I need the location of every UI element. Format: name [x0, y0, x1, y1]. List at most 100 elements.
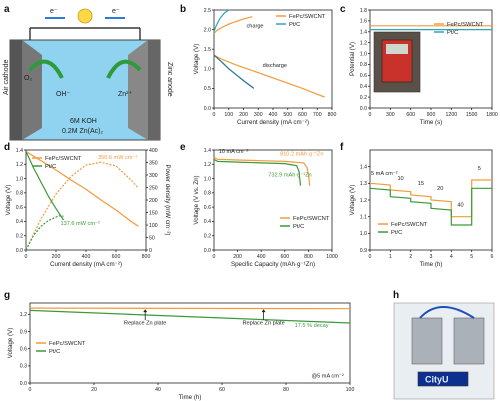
y-tick-label: 0.0 [16, 248, 23, 254]
power-line-ptc [26, 216, 64, 250]
x-tick-label: 4 [450, 254, 453, 260]
y2-axis-label: Power density (mW cm⁻²) [164, 165, 171, 236]
annotation-current-step: 15 [418, 181, 424, 187]
y-tick-label: 0.4 [204, 219, 211, 225]
annotation-capacity-ptc: 732.9 mAh·g⁻¹Zn [268, 172, 311, 178]
panel-letter-f: f [340, 142, 344, 153]
y-tick-label: 1.3 [360, 181, 367, 187]
electrolyte-line1: 6M KOH [70, 118, 97, 125]
cathode-side [22, 40, 42, 140]
y-tick-label: 0.4 [360, 84, 367, 90]
x-tick-label: 1200 [446, 112, 458, 118]
annotation-current-step: 5 mA cm⁻² [371, 171, 398, 177]
y-tick-label: 1.6 [360, 19, 367, 25]
annotation-peak-fepc: 350.6 mW cm⁻² [98, 155, 137, 161]
y-tick-label: 1.2 [360, 198, 367, 204]
series-line-discharge-ptc [214, 55, 254, 88]
y-tick-label: 0.0 [204, 106, 211, 112]
annotation-current: 10 mA cm⁻² [219, 149, 249, 155]
x-tick-label: 1500 [466, 112, 478, 118]
annotation-charge: charge [246, 24, 263, 30]
electron-label-left: e⁻ [50, 8, 58, 15]
y-tick-label: 1.0 [204, 67, 211, 73]
x-tick-label: 600 [406, 112, 415, 118]
panel-letter-h: h [393, 290, 399, 301]
y2-tick-label: 50 [149, 235, 155, 241]
x-tick-label: 200 [239, 112, 248, 118]
x-tick-label: 20 [91, 387, 97, 393]
legend-label: Pt/C [49, 349, 60, 355]
panel-letter-e: e [180, 142, 186, 153]
annotation-replace-zn: Replace Zn plate [242, 321, 284, 327]
y-tick-label: 0.2 [204, 234, 211, 240]
annotation-current-step: 40 [457, 203, 463, 209]
y-tick-label: 1.4 [360, 30, 367, 36]
chart-c: 0 300 600 900 1200 1500 1800 0.0 0.2 0.4 0.6 0.8 1.0… [349, 8, 498, 126]
lightbulb-icon [78, 9, 92, 23]
panel-letter-d: d [4, 142, 10, 153]
y-tick-label: 0.6 [204, 205, 211, 211]
x-tick-label: 500 [283, 112, 292, 118]
y-tick-label: 1.0 [360, 231, 367, 237]
annotation-decay: 17.5 % decay [295, 323, 329, 329]
x-tick-label: 60 [219, 387, 225, 393]
y-tick-label: 0.8 [204, 191, 211, 197]
x-tick-label: 40 [155, 387, 161, 393]
x-tick-label: 600 [112, 254, 121, 260]
electrolyte-line2: 0.2M Zn(Ac)₂ [62, 128, 104, 135]
x-tick-label: 0 [213, 112, 216, 118]
y-tick-label: 0.0 [204, 248, 211, 254]
y-tick-label: 1.8 [360, 8, 367, 14]
x-tick-label: 0 [25, 254, 28, 260]
x-tick-label: 800 [142, 254, 151, 260]
y2-tick-label: 400 [149, 148, 158, 154]
chart-e: 0 200 400 600 800 1000 0.0 0.2 0.4 0.6 0.8 1.0 1.2 1.… [193, 148, 338, 268]
cell-right [454, 318, 484, 364]
anode-label: Zinc anode [166, 62, 173, 97]
cell-left [412, 318, 442, 364]
legend-label: Pt/C [293, 224, 304, 230]
annotation-peak-ptc: 137.6 mW cm⁻² [61, 221, 100, 227]
x-tick-label: 100 [346, 387, 355, 393]
annotation-capacity-fepc: 810.2 mAh·g⁻¹Zn [280, 152, 323, 158]
x-axis-label: Time (h) [420, 261, 443, 268]
y-tick-label: 1.0 [360, 51, 367, 57]
cathode-label: Air cathode [3, 59, 10, 95]
annotation-current-step: 5 [478, 166, 481, 172]
y2-tick-label: 150 [149, 210, 158, 216]
y-tick-label: 0.5 [204, 86, 211, 92]
legend-label: FePc/SWCNT [289, 14, 326, 20]
x-tick-label: 0 [369, 112, 372, 118]
legend-label: FePc/SWCNT [293, 216, 330, 222]
panel-letter-c: c [340, 4, 346, 15]
y-axis-label: Voltage (V vs. Zn) [193, 175, 200, 224]
y-tick-label: 1.2 [204, 162, 211, 168]
oh-label: OH⁻ [56, 91, 71, 98]
y2-tick-label: 0 [149, 248, 152, 254]
y-tick-label: 0.8 [360, 62, 367, 68]
y-tick-label: 0.3 [20, 364, 27, 370]
y-tick-label: 1.2 [20, 312, 27, 318]
y2-tick-label: 300 [149, 173, 158, 179]
chart-g: 0 20 40 60 80 1000.00.30.60.91.2Time (h)Volta… [7, 303, 354, 401]
panel-letter-b: b [180, 4, 186, 15]
electron-label-right: e⁻ [112, 8, 120, 15]
x-tick-label: 3 [430, 254, 433, 260]
panel-letter-a: a [4, 4, 10, 15]
multimeter-screen [386, 44, 408, 54]
annotation-current-step: 20 [437, 186, 443, 192]
annotation-discharge: discharge [263, 63, 287, 69]
x-axis-label: Time (h) [179, 394, 202, 401]
y-tick-label: 0.9 [20, 329, 27, 335]
panel-a: a e⁻ e⁻ Air cathode Zinc anode O₂ OH⁻ Zn… [3, 4, 173, 140]
legend-label: Pt/C [45, 164, 56, 170]
x-tick-label: 600 [298, 112, 307, 118]
y-tick-label: 1.1 [360, 214, 367, 220]
x-tick-label: 200 [233, 254, 242, 260]
y2-tick-label: 100 [149, 223, 158, 229]
anode-side [128, 40, 148, 140]
zn-label: Zn²⁺ [118, 91, 133, 98]
panel-h: h CityU [393, 290, 494, 399]
y-tick-label: 0.6 [360, 73, 367, 79]
y-tick-label: 0.2 [360, 95, 367, 101]
